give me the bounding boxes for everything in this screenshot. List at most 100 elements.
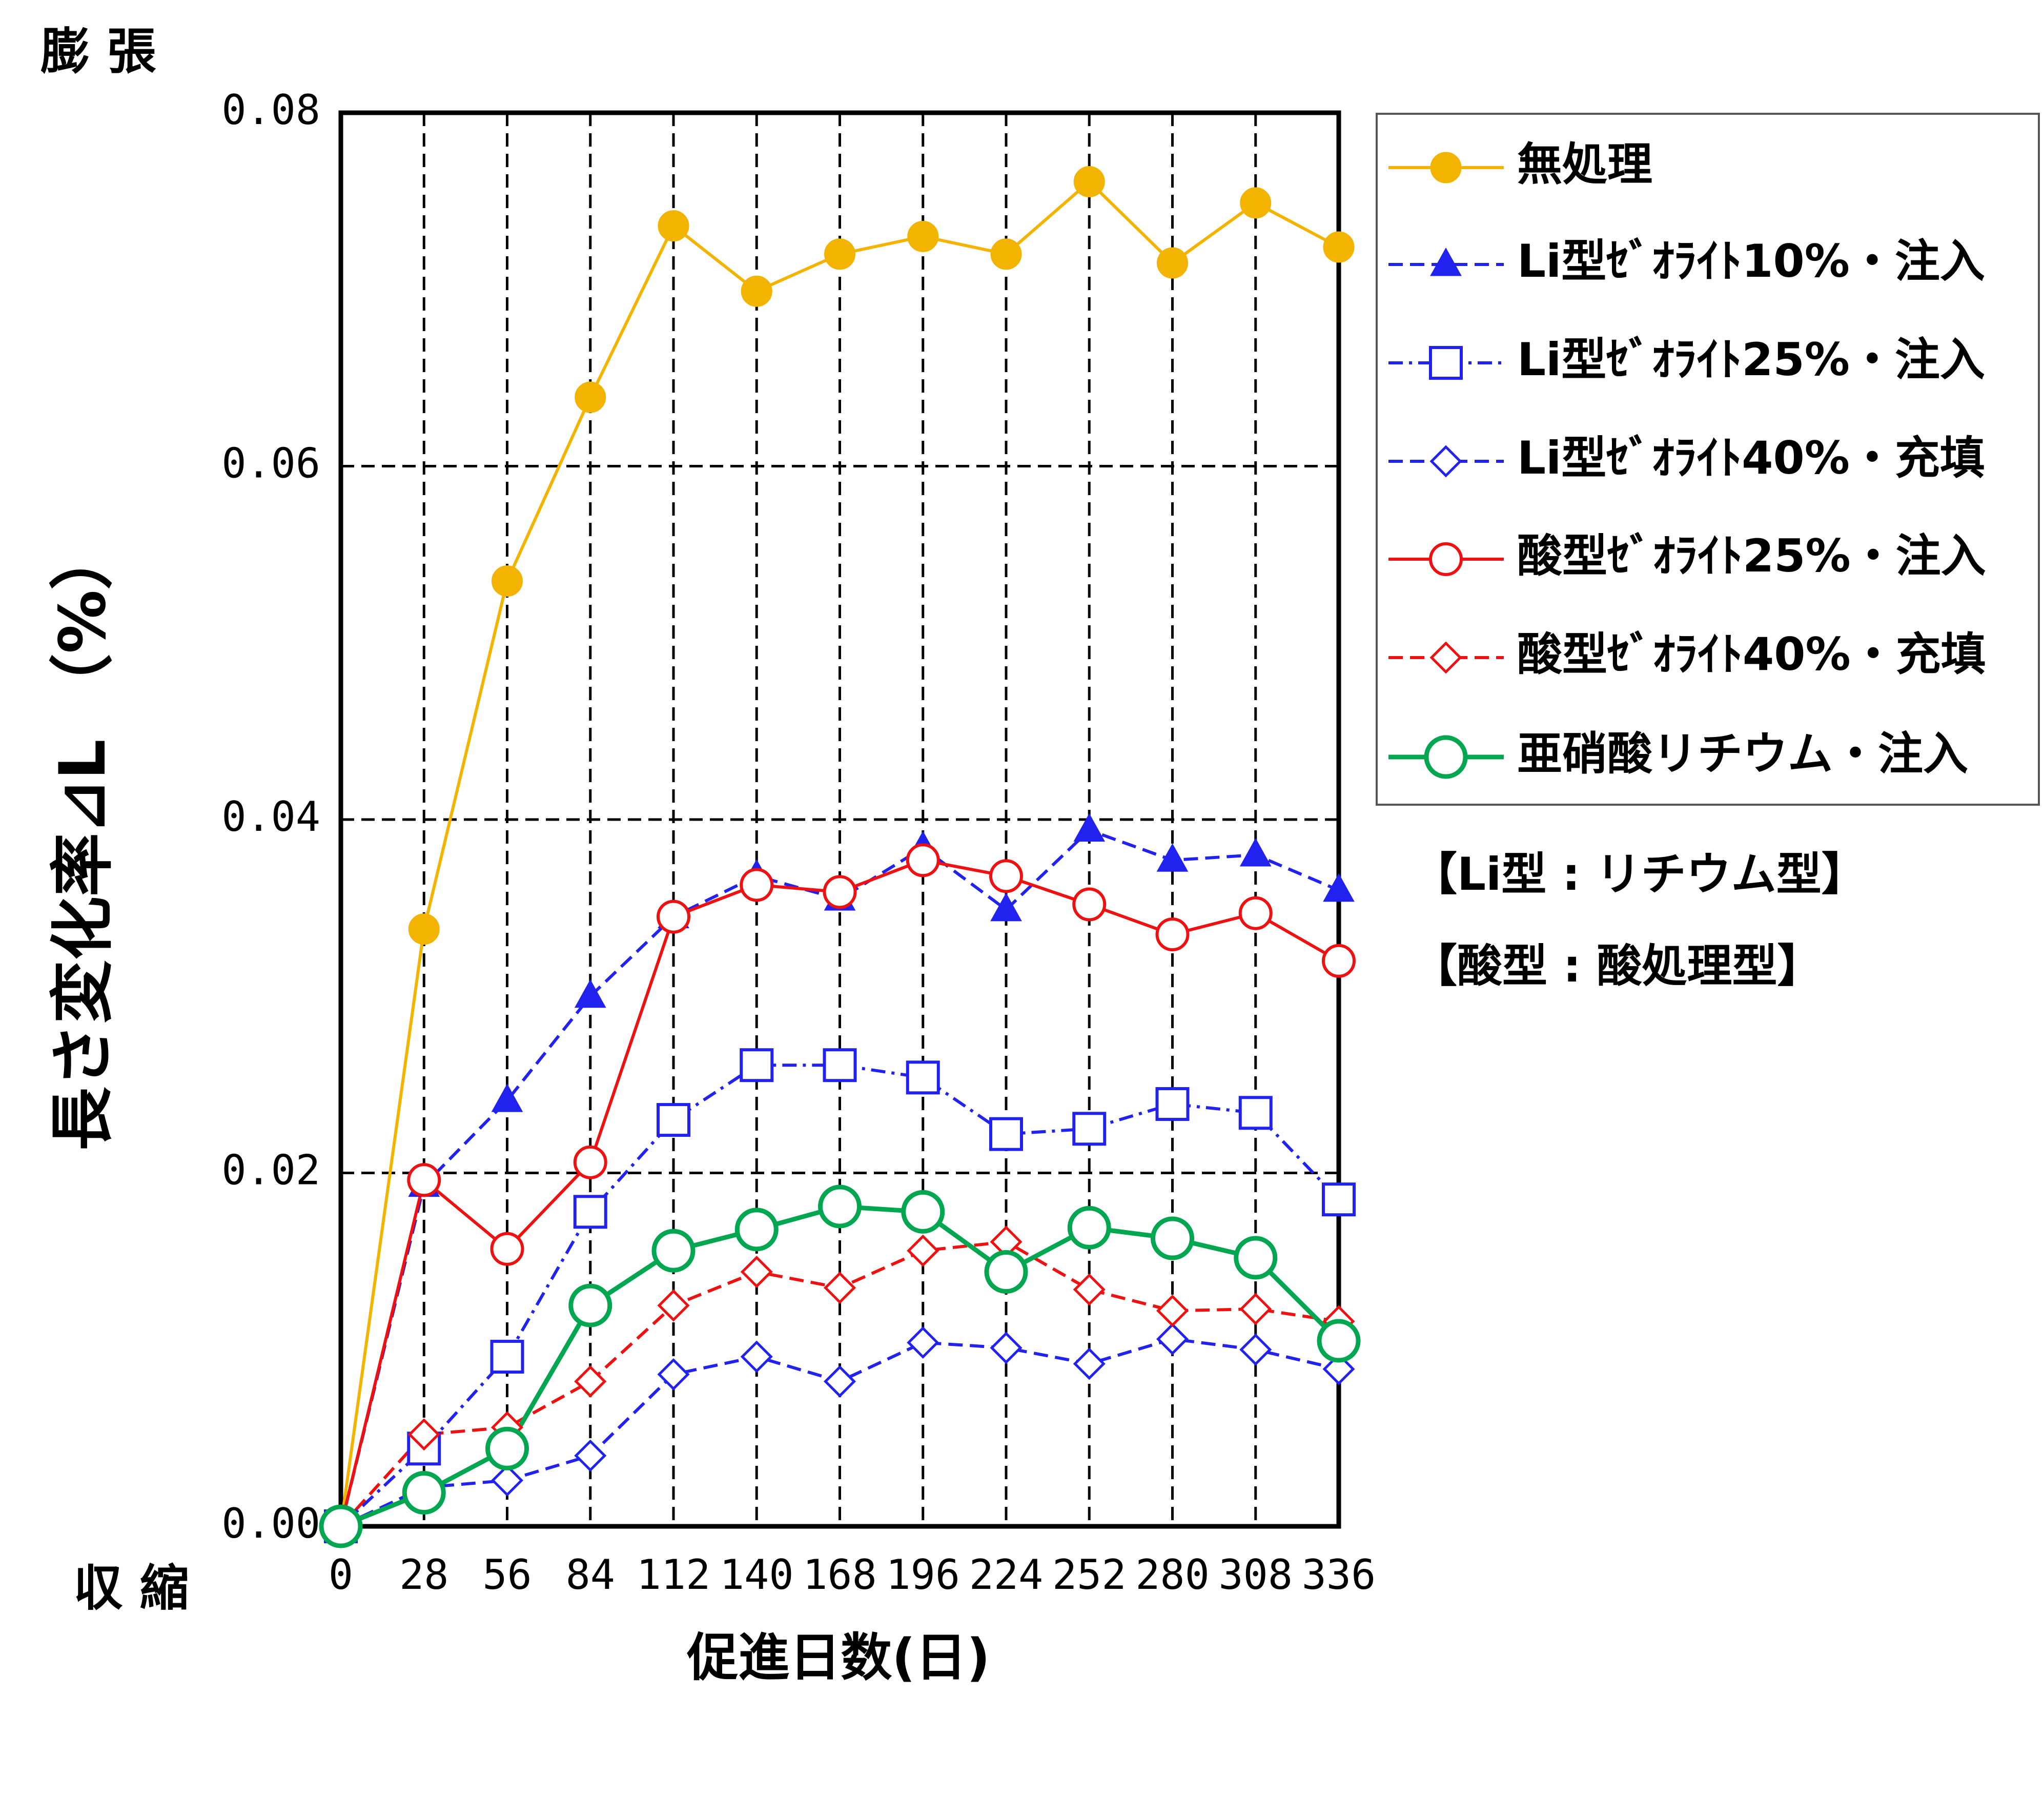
marker bbox=[1239, 1333, 1272, 1366]
legend-box bbox=[1376, 113, 2040, 806]
y-tick-label: 0.08 bbox=[221, 86, 320, 134]
marker bbox=[1156, 1323, 1189, 1356]
marker bbox=[490, 1340, 524, 1374]
marker bbox=[1151, 1216, 1194, 1260]
marker bbox=[823, 1365, 856, 1398]
marker bbox=[1073, 1273, 1106, 1306]
marker bbox=[657, 900, 690, 934]
x-tick-label: 56 bbox=[482, 1551, 532, 1599]
legend-label: Li型ｾﾞｵﾗｲﾄ10%・注入 bbox=[1517, 235, 1985, 288]
marker bbox=[1238, 896, 1273, 930]
legend-label: 亜硝酸リチウム・注入 bbox=[1517, 727, 1968, 780]
legend-marker bbox=[1429, 445, 1462, 478]
marker bbox=[1156, 843, 1189, 872]
marker bbox=[402, 1470, 446, 1515]
y-tick-label: 0.00 bbox=[221, 1500, 320, 1547]
x-axis-title: 促進日数(日) bbox=[686, 1627, 990, 1687]
marker bbox=[490, 1464, 524, 1497]
marker bbox=[1323, 231, 1355, 263]
marker bbox=[1072, 1112, 1107, 1146]
marker bbox=[990, 1332, 1023, 1364]
legend-marker bbox=[1429, 346, 1463, 380]
marker bbox=[907, 1326, 939, 1359]
legend-label: 酸型ｾﾞｵﾗｲﾄ40%・充填 bbox=[1517, 628, 1986, 681]
y-tick-label: 0.04 bbox=[221, 793, 320, 841]
marker bbox=[823, 1272, 856, 1304]
marker bbox=[1322, 1353, 1355, 1385]
marker bbox=[651, 1229, 696, 1273]
y-axis-title: 長さ変化率⊿L （%） bbox=[46, 526, 120, 1151]
marker bbox=[1067, 1205, 1111, 1250]
marker bbox=[907, 220, 939, 252]
x-tick-label: 0 bbox=[329, 1551, 353, 1599]
marker bbox=[823, 1048, 857, 1082]
marker bbox=[1073, 166, 1105, 197]
marker bbox=[319, 1504, 363, 1548]
x-tick-label: 224 bbox=[969, 1551, 1044, 1599]
marker bbox=[1239, 837, 1272, 867]
x-tick-label: 308 bbox=[1219, 1551, 1293, 1599]
marker bbox=[1155, 1087, 1190, 1121]
legend-label: Li型ｾﾞｵﾗｲﾄ40%・充填 bbox=[1517, 432, 1985, 484]
legend-marker bbox=[1430, 247, 1462, 276]
marker bbox=[574, 1365, 607, 1398]
marker bbox=[574, 979, 606, 1008]
marker bbox=[906, 843, 940, 877]
legend-label: Li型ｾﾞｵﾗｲﾄ25%・注入 bbox=[1517, 333, 1985, 386]
marker bbox=[574, 1439, 607, 1472]
legend-marker bbox=[1424, 735, 1468, 779]
marker bbox=[734, 1208, 779, 1252]
note: 【酸型 : 酸処理型】 bbox=[1412, 939, 1822, 992]
marker bbox=[573, 1145, 607, 1179]
marker bbox=[658, 210, 689, 242]
x-tick-label: 112 bbox=[637, 1551, 711, 1599]
plot-frame bbox=[338, 110, 1341, 1529]
marker bbox=[1323, 873, 1355, 902]
marker bbox=[740, 1340, 773, 1373]
marker bbox=[657, 1289, 690, 1322]
y-label-bottom: 収 縮 bbox=[73, 1559, 189, 1617]
marker bbox=[740, 1048, 774, 1082]
x-tick-label: 168 bbox=[803, 1551, 877, 1599]
marker bbox=[906, 1060, 940, 1095]
marker bbox=[1317, 1319, 1361, 1363]
marker bbox=[485, 1426, 529, 1470]
legend-marker bbox=[1429, 542, 1463, 576]
marker bbox=[984, 1250, 1028, 1294]
marker bbox=[907, 1234, 939, 1267]
marker bbox=[740, 1256, 773, 1289]
marker bbox=[408, 913, 440, 945]
marker bbox=[740, 868, 774, 902]
marker bbox=[407, 1163, 441, 1197]
x-tick-label: 280 bbox=[1135, 1551, 1210, 1599]
marker bbox=[1322, 1182, 1356, 1217]
marker bbox=[990, 238, 1022, 270]
x-tick-label: 140 bbox=[720, 1551, 794, 1599]
marker bbox=[657, 1103, 690, 1137]
x-tick-label: 252 bbox=[1052, 1551, 1127, 1599]
marker bbox=[1155, 917, 1190, 952]
x-tick-label: 196 bbox=[886, 1551, 960, 1599]
legend-marker bbox=[1429, 641, 1462, 674]
x-tick-label: 84 bbox=[566, 1551, 615, 1599]
marker bbox=[1239, 1293, 1272, 1325]
marker bbox=[1322, 944, 1356, 978]
marker bbox=[657, 1358, 690, 1391]
marker bbox=[989, 859, 1023, 893]
marker bbox=[990, 892, 1022, 922]
marker bbox=[568, 1283, 612, 1327]
x-tick-label: 336 bbox=[1302, 1551, 1376, 1599]
marker bbox=[492, 565, 523, 597]
y-label-top: 膨 張 bbox=[40, 23, 156, 80]
marker bbox=[989, 1117, 1023, 1151]
marker bbox=[573, 1195, 607, 1229]
marker bbox=[823, 875, 857, 909]
legend-label: 酸型ｾﾞｵﾗｲﾄ25%・注入 bbox=[1517, 529, 1986, 582]
marker bbox=[1073, 1347, 1106, 1380]
marker bbox=[490, 1232, 524, 1266]
marker bbox=[575, 381, 606, 413]
legend-marker bbox=[1430, 152, 1462, 183]
marker bbox=[741, 275, 772, 307]
